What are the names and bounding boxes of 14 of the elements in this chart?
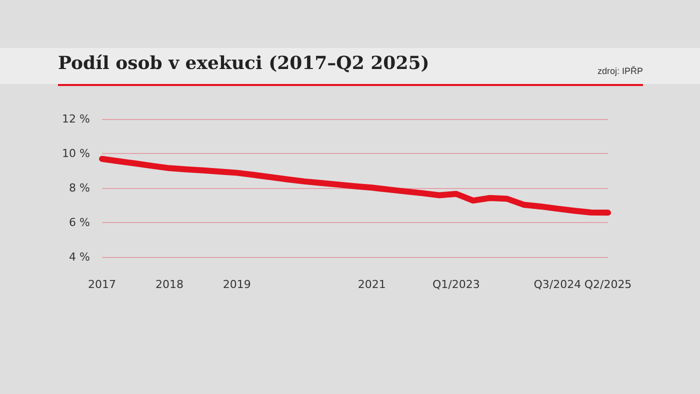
x-tick-label: 2021 <box>358 278 386 291</box>
text: zdroj: IPŘP <box>597 66 643 76</box>
x-tick-label: 2019 <box>222 278 251 291</box>
y-tick-label: 6 % <box>69 216 90 229</box>
x-tick-label: Q1/2023 <box>432 278 480 291</box>
chart-title: Podíl osob v exekuci (2017–Q2 2025) <box>58 53 430 74</box>
y-tick-label: 4 % <box>69 250 90 264</box>
x-tick-label: Q2/2025 <box>584 278 632 291</box>
y-tick-label: 10 % <box>62 147 90 160</box>
y-tick-label: 12 % <box>62 112 90 126</box>
y-tick-label: 8 % <box>69 182 90 194</box>
x-tick-label: 2017 <box>88 278 116 291</box>
x-tick-label: 2018 <box>155 278 184 291</box>
x-tick-label: Q3/2024 <box>534 278 582 291</box>
